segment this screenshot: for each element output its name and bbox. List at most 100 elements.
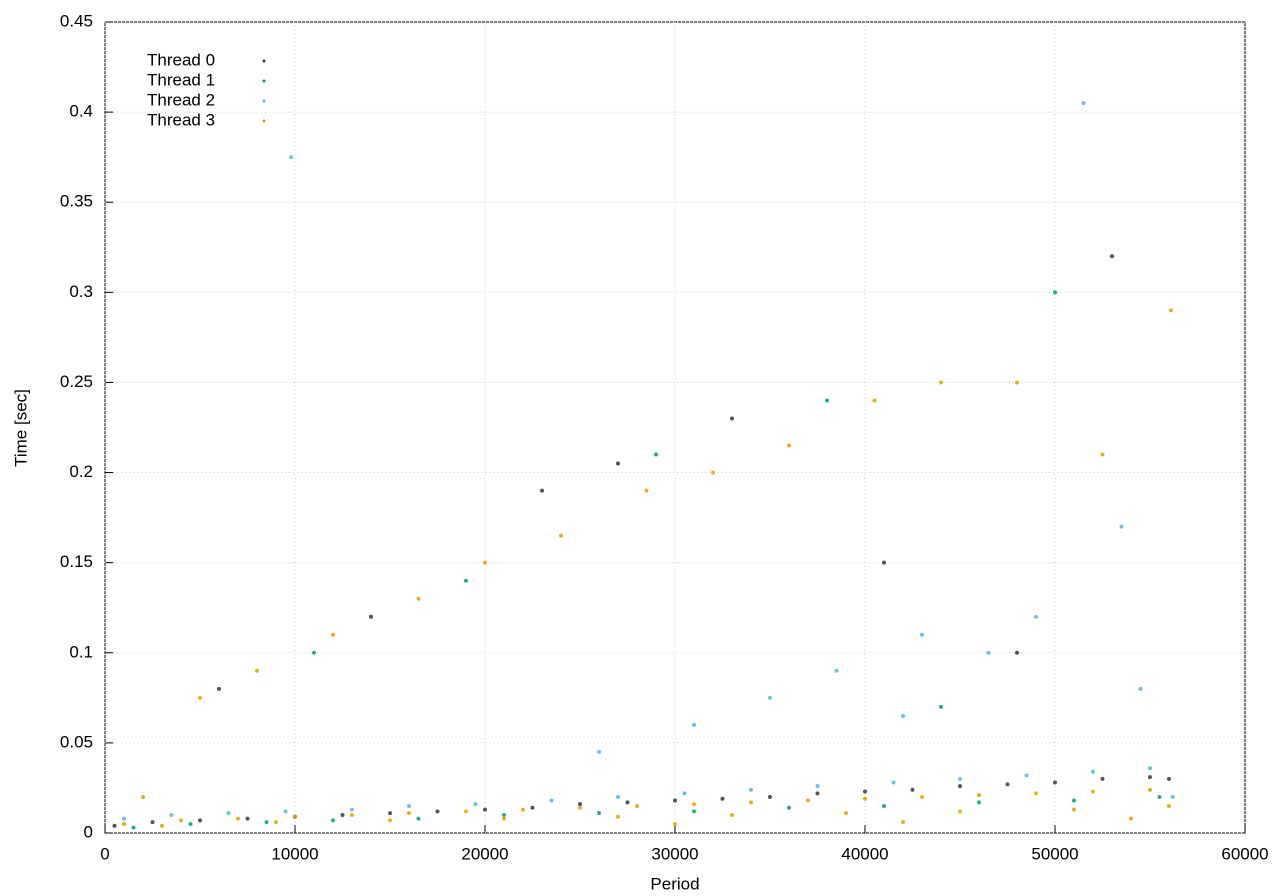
y-tick-label: 0.4 [69,102,93,121]
point [407,803,411,808]
point [502,812,506,817]
point [549,798,554,803]
point [521,807,525,812]
y-tick-label: 0 [84,822,93,841]
point [217,686,221,691]
point [160,823,164,828]
point [635,803,639,808]
legend-label: Thread 0 [147,50,215,69]
point [616,814,620,819]
point [1119,524,1124,529]
point [112,823,117,828]
x-tick-label: 10000 [271,844,318,863]
point [1168,308,1173,313]
point [236,816,240,821]
point [625,800,630,805]
point [331,632,335,637]
point [1110,254,1114,259]
point [289,155,294,160]
point [1167,803,1171,808]
point [530,805,535,810]
point [388,818,392,823]
point [293,814,297,819]
point [1148,775,1152,780]
point [1167,776,1171,781]
point [901,713,905,718]
point [283,809,288,814]
point [787,805,791,810]
point [1053,780,1057,785]
point [825,398,829,403]
x-tick-label: 40000 [841,844,888,863]
point [1081,101,1086,106]
point [464,578,468,583]
x-tick-label: 0 [100,844,109,863]
point [169,812,174,817]
point [131,825,136,830]
point [749,800,753,805]
point [1024,773,1029,778]
point [872,398,877,403]
x-tick-label: 50000 [1031,844,1078,863]
point [331,818,335,823]
point [616,794,620,799]
point [730,812,734,817]
point [226,811,231,816]
point [815,784,820,789]
point [834,668,839,673]
point [122,816,126,821]
y-tick-label: 0.2 [69,462,93,481]
point [150,820,155,825]
point [350,807,354,812]
point [597,749,601,754]
x-tick-label: 30000 [651,844,698,863]
point [483,807,487,812]
point [1072,798,1076,803]
point [844,811,848,816]
point [654,452,658,457]
point [416,596,421,601]
point [730,416,734,421]
point [502,816,506,821]
point [682,791,687,796]
point [1005,782,1010,787]
legend-marker [262,119,266,123]
legend-marker [262,99,266,103]
point [464,809,468,814]
point [939,704,943,709]
point [435,809,440,814]
y-tick-label: 0.05 [60,732,93,751]
point [977,793,981,798]
point [122,821,126,826]
x-tick-label: 60000 [1221,844,1268,863]
point [882,560,886,565]
point [986,650,991,655]
legend-label: Thread 1 [147,70,215,89]
point [188,821,193,826]
point [198,818,202,823]
point [882,803,886,808]
x-tick-label: 20000 [461,844,508,863]
point [863,796,867,801]
point [312,650,316,655]
point [1091,789,1095,794]
point [559,533,563,538]
point [1015,380,1019,385]
point [673,798,677,803]
point [692,802,696,807]
point [1034,791,1038,796]
legend-marker [262,79,266,83]
point [245,816,250,821]
point [179,818,183,823]
point [616,461,620,466]
point [920,794,924,799]
point [720,796,725,801]
point [1072,807,1076,812]
point [274,820,278,825]
legend-label: Thread 2 [147,90,215,109]
point [416,816,421,821]
y-tick-label: 0.1 [69,642,93,661]
point [673,821,677,826]
point [644,488,649,493]
